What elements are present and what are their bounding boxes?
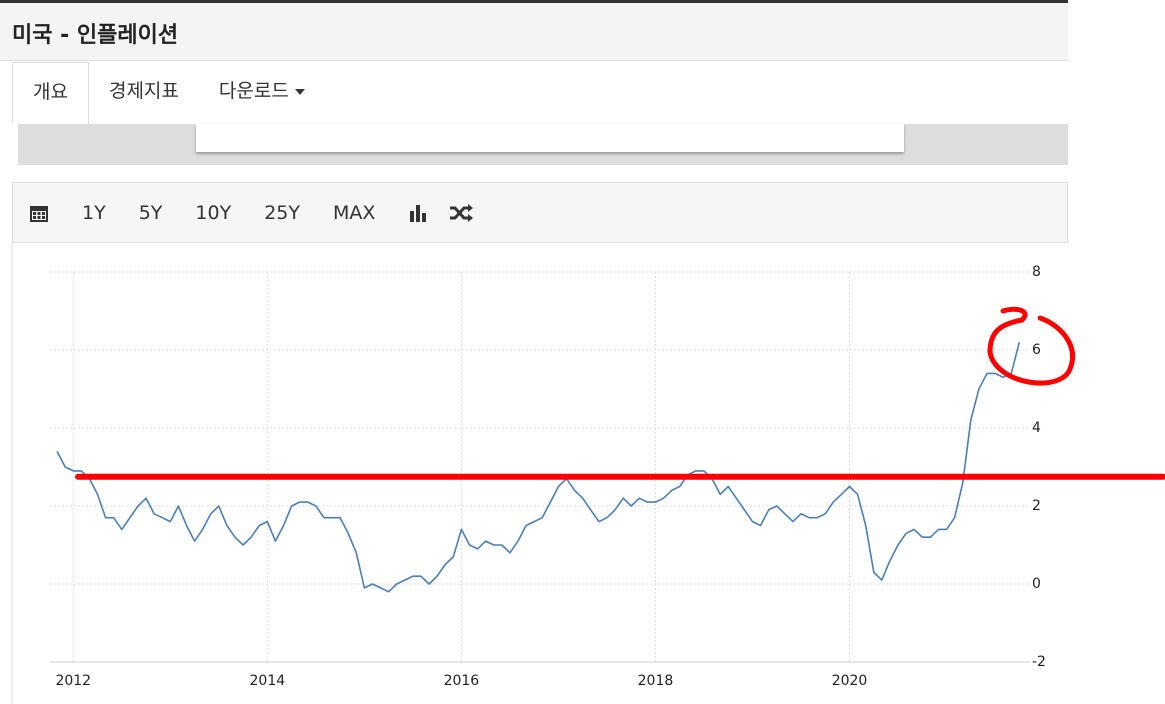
tab[interactable]: 개요 bbox=[12, 62, 89, 124]
chart: -2 0 2 4 6 8 2012 2014 2016 2018 2020 bbox=[11, 244, 1165, 704]
calendar-icon[interactable] bbox=[29, 203, 49, 223]
y-tick-label: 8 bbox=[1032, 264, 1041, 280]
y-tick-label: 4 bbox=[1032, 420, 1041, 436]
y-tick-label: 2 bbox=[1032, 498, 1041, 514]
shuffle-icon[interactable] bbox=[448, 203, 474, 223]
x-tick-label: 2020 bbox=[832, 673, 868, 689]
tab-dropdown[interactable]: 다운로드 bbox=[199, 62, 325, 124]
data-line bbox=[56, 342, 1021, 593]
ad-area bbox=[18, 124, 1068, 165]
chart-toolbar: 1Y 5Y 10Y 25Y MAX bbox=[12, 182, 1068, 243]
x-tick-label: 2012 bbox=[55, 673, 91, 689]
page-title: 미국 - 인플레이션 bbox=[12, 23, 179, 48]
range-button[interactable]: 5Y bbox=[138, 201, 163, 224]
title-bar: 미국 - 인플레이션 bbox=[0, 0, 1068, 61]
caret bbox=[294, 88, 305, 95]
range-button[interactable]: 25Y bbox=[264, 201, 300, 224]
tab[interactable]: 경제지표 bbox=[108, 80, 179, 102]
x-tick-label: 2018 bbox=[638, 673, 674, 689]
hand-drawn-circle bbox=[987, 306, 1075, 386]
tab-label: 다운로드 bbox=[218, 80, 289, 102]
grid bbox=[50, 271, 1030, 663]
range-button[interactable]: 1Y bbox=[82, 201, 106, 224]
y-tick-label: 6 bbox=[1032, 342, 1041, 358]
y-tick-label: 0 bbox=[1032, 576, 1041, 592]
y-tick-label: -2 bbox=[1032, 654, 1046, 670]
x-tick-label: 2014 bbox=[250, 673, 286, 689]
bar-chart-icon[interactable] bbox=[408, 203, 428, 223]
nav-tabs: 개요 경제지표 다운로드 bbox=[12, 62, 325, 124]
plot bbox=[56, 342, 1021, 593]
range-button[interactable]: 10Y bbox=[195, 201, 232, 224]
x-tick-label: 2016 bbox=[444, 673, 480, 689]
ad-box bbox=[196, 124, 904, 152]
range-button[interactable]: MAX bbox=[333, 201, 376, 224]
